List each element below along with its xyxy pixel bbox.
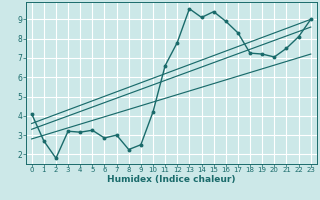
X-axis label: Humidex (Indice chaleur): Humidex (Indice chaleur) bbox=[107, 175, 236, 184]
